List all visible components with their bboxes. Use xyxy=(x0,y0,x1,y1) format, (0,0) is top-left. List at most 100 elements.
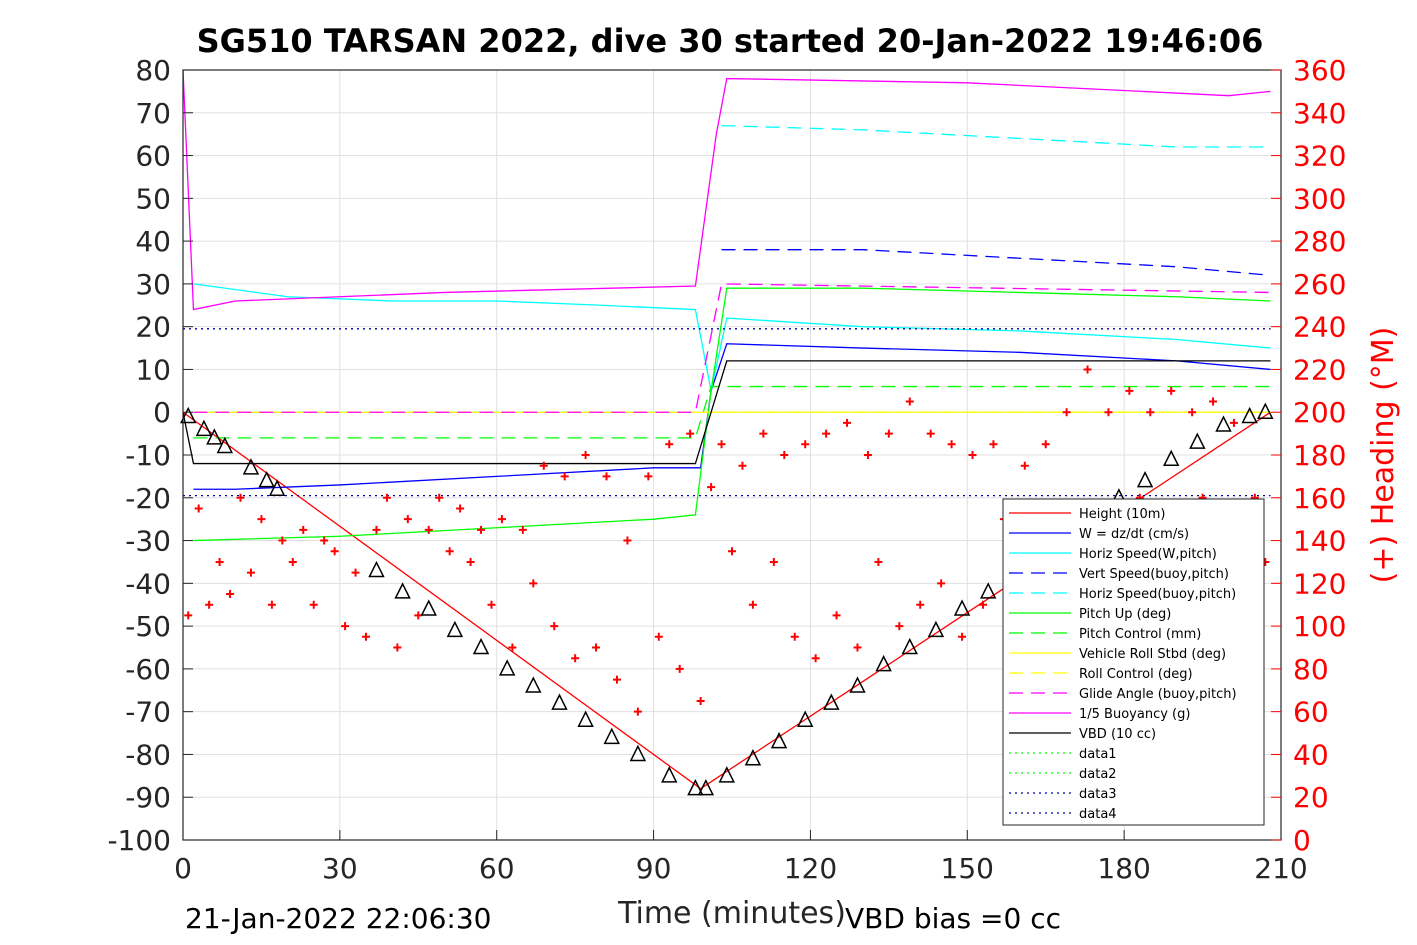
heading-point xyxy=(508,643,517,652)
depth-marker xyxy=(687,778,704,796)
legend-entry: Pitch Up (deg) xyxy=(1079,607,1171,622)
heading-point xyxy=(780,451,789,459)
heading-point xyxy=(937,579,946,588)
right-tick-label: 120 xyxy=(1293,567,1346,600)
heading-point xyxy=(445,547,454,556)
chart-title: SG510 TARSAN 2022, dive 30 started 20-Ja… xyxy=(197,22,1264,60)
heading-point xyxy=(895,622,904,631)
depth-marker xyxy=(268,479,286,496)
heading-point xyxy=(863,451,872,459)
y-tick-label: -70 xyxy=(125,696,171,729)
heading-point xyxy=(978,600,987,609)
depth-marker xyxy=(629,744,647,762)
x-tick-label: 120 xyxy=(784,852,837,885)
legend-entry: Roll Control (deg) xyxy=(1079,667,1193,682)
heading-point xyxy=(769,557,778,566)
heading-point xyxy=(539,461,548,470)
depth-marker xyxy=(718,766,735,783)
heading-point xyxy=(654,632,663,641)
heading-point xyxy=(351,568,360,577)
heading-point xyxy=(790,632,799,641)
heading-point xyxy=(497,515,506,524)
heading-point xyxy=(759,429,768,438)
series-line-5 xyxy=(193,287,1271,542)
heading-point xyxy=(278,536,287,545)
y-tick-label: -40 xyxy=(125,567,171,600)
heading-point xyxy=(665,440,674,449)
heading-point xyxy=(299,525,308,534)
heading-point xyxy=(822,429,831,438)
depth-marker xyxy=(875,654,892,672)
legend-entry: Horiz Speed(buoy,pitch) xyxy=(1079,587,1236,602)
heading-point xyxy=(1229,418,1238,427)
heading-point xyxy=(874,557,883,566)
depth-marker xyxy=(901,637,918,655)
heading-point xyxy=(1188,408,1197,417)
right-tick-label: 360 xyxy=(1293,54,1346,87)
heading-point xyxy=(884,429,893,438)
heading-point xyxy=(341,622,350,631)
heading-point xyxy=(288,557,297,566)
right-tick-label: 300 xyxy=(1293,182,1346,215)
right-tick-label: 320 xyxy=(1293,140,1346,173)
heading-point xyxy=(717,440,726,449)
right-tick-label: 240 xyxy=(1293,311,1346,344)
heading-point xyxy=(707,483,716,492)
depth-marker xyxy=(472,637,490,655)
series-line-10 xyxy=(182,69,1271,311)
depth-marker xyxy=(1189,432,1206,449)
right-tick-label: 100 xyxy=(1293,610,1346,643)
depth-marker xyxy=(823,693,840,710)
heading-point xyxy=(811,654,820,663)
heading-point xyxy=(550,622,559,631)
y-tick-label: -90 xyxy=(125,781,171,814)
heading-point xyxy=(958,632,967,641)
legend-entry: data2 xyxy=(1079,767,1117,782)
y-tick-label: 20 xyxy=(135,311,171,344)
heading-point xyxy=(215,557,224,566)
x-tick-label: 180 xyxy=(1097,852,1150,885)
right-tick-label: 220 xyxy=(1293,353,1346,386)
y-tick-label: -30 xyxy=(125,525,171,558)
heading-point xyxy=(518,525,527,534)
heading-point xyxy=(435,493,444,502)
legend-entry: data4 xyxy=(1079,807,1117,822)
y-tick-label: -50 xyxy=(125,610,171,643)
heading-point xyxy=(560,472,569,481)
x-tick-label: 30 xyxy=(322,852,358,885)
right-tick-label: 200 xyxy=(1293,396,1346,429)
legend-entry: Pitch Control (mm) xyxy=(1079,627,1201,642)
heading-point xyxy=(989,440,998,449)
heading-point xyxy=(926,429,935,438)
right-tick-label: 340 xyxy=(1293,97,1346,130)
depth-marker xyxy=(242,458,260,475)
footer-date: 21-Jan-2022 22:06:30 xyxy=(185,902,491,935)
legend-entry: 1/5 Buoyancy (g) xyxy=(1079,707,1190,722)
right-tick-label: 80 xyxy=(1293,653,1329,686)
depth-marker xyxy=(1136,470,1154,488)
x-tick-label: 150 xyxy=(941,852,994,885)
heading-point xyxy=(612,675,621,684)
heading-point xyxy=(675,664,684,673)
heading-point xyxy=(1104,408,1113,417)
heading-point xyxy=(205,600,214,609)
legend-entry: Glide Angle (buoy,pitch) xyxy=(1079,687,1237,702)
legend: Height (10m) W = dz/dt (cm/s) Horiz Speed(… xyxy=(1002,498,1265,826)
legend-entry: Vert Speed(buoy,pitch) xyxy=(1079,567,1229,582)
y-tick-label: -100 xyxy=(107,824,171,857)
depth-marker xyxy=(216,436,234,454)
heading-point xyxy=(424,525,433,534)
heading-point xyxy=(330,547,339,556)
heading-point xyxy=(529,579,538,588)
depth-marker xyxy=(446,620,464,638)
legend-entry: VBD (10 cc) xyxy=(1079,727,1156,742)
depth-marker xyxy=(206,428,223,445)
heading-point xyxy=(267,600,276,609)
heading-point xyxy=(393,643,402,652)
depth-marker xyxy=(180,406,197,424)
legend-entry: data1 xyxy=(1079,747,1117,762)
legend-entry: Height (10m) xyxy=(1079,507,1165,522)
legend-entry: data3 xyxy=(1079,787,1117,802)
series-line-2 xyxy=(193,283,1271,391)
